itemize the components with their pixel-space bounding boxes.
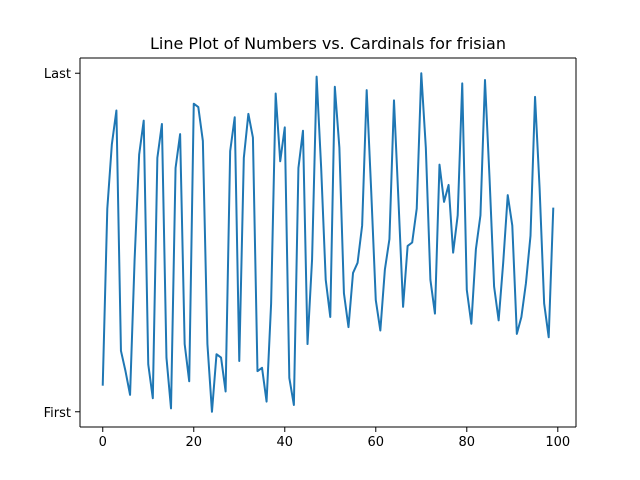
x-tick-label: 100 bbox=[545, 435, 570, 450]
x-tick-label: 40 bbox=[276, 435, 293, 450]
series-line-0 bbox=[101, 72, 555, 413]
x-tick-label: 60 bbox=[368, 435, 385, 450]
chart-title: Line Plot of Numbers vs. Cardinals for f… bbox=[150, 34, 506, 53]
y-tick-label: Last bbox=[44, 67, 71, 82]
x-tick-label: 20 bbox=[185, 435, 202, 450]
y-tick-label: First bbox=[44, 406, 71, 421]
plot-area: 0 20 40 60 80 100 First Last bbox=[44, 57, 577, 450]
x-tick-label: 80 bbox=[459, 435, 476, 450]
x-tick-label: 0 bbox=[99, 435, 107, 450]
